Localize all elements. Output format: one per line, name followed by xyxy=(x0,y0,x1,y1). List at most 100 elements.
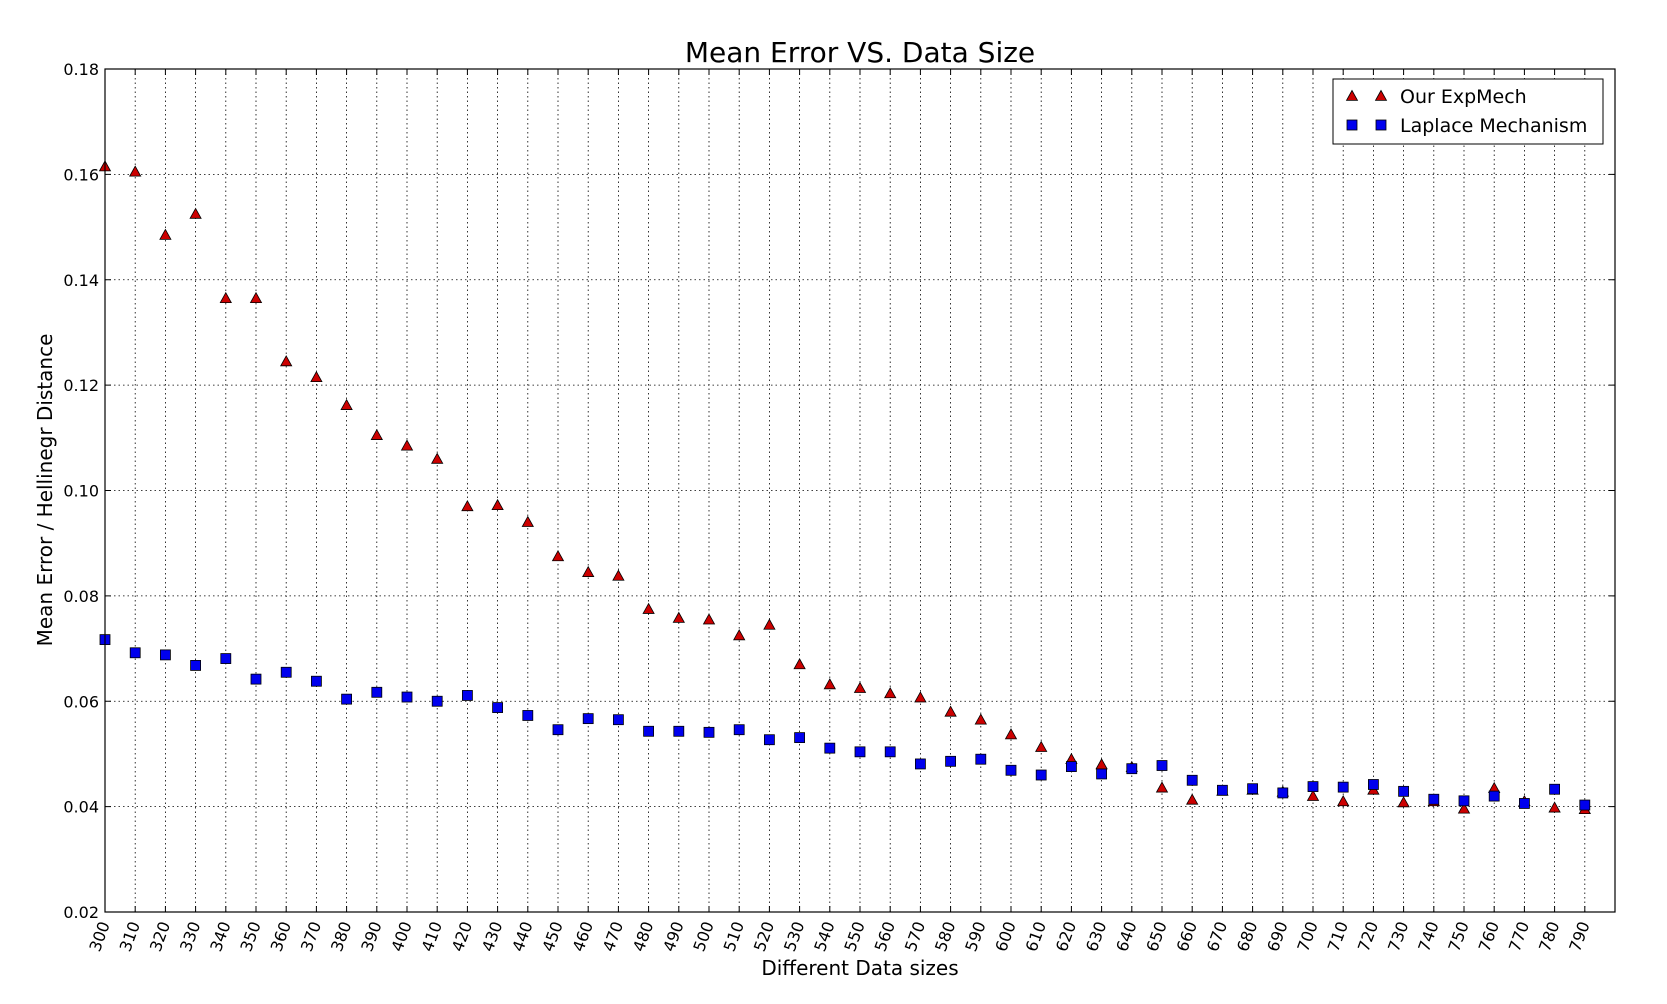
square-data-point xyxy=(945,755,956,767)
x-tick-label: 600 xyxy=(991,919,1019,954)
square-data-point xyxy=(582,713,594,725)
y-tick-label: 0.12 xyxy=(63,376,99,395)
series-laplace-mechanism xyxy=(99,634,1591,811)
triangle-data-point xyxy=(944,705,957,717)
square-data-point xyxy=(1186,774,1198,786)
square-data-point xyxy=(129,647,141,659)
legend-marker xyxy=(1346,119,1358,131)
triangle-data-point xyxy=(1155,781,1169,793)
x-tick-label: 740 xyxy=(1414,919,1442,954)
x-tick-label: 480 xyxy=(629,919,657,954)
square-data-point xyxy=(552,724,564,736)
triangle-data-point xyxy=(1095,758,1108,770)
x-tick-label: 400 xyxy=(387,919,415,954)
x-tick-label: 660 xyxy=(1173,919,1201,954)
chart-title: Mean Error VS. Data Size xyxy=(685,36,1035,69)
triangle-data-point xyxy=(400,439,414,451)
x-tick-label: 770 xyxy=(1505,919,1533,954)
x-tick-label: 430 xyxy=(478,919,506,954)
triangle-data-point xyxy=(733,629,746,641)
square-data-point xyxy=(854,746,866,758)
x-tick-label: 610 xyxy=(1022,919,1050,954)
triangle-data-point xyxy=(1306,789,1320,801)
square-data-point xyxy=(431,695,443,707)
x-tick-label: 620 xyxy=(1052,919,1080,954)
x-tick-label: 370 xyxy=(297,919,325,954)
triangle-data-point xyxy=(249,291,263,303)
x-tick-label: 330 xyxy=(176,919,204,954)
square-data-point xyxy=(733,724,745,736)
x-axis-label: Different Data sizes xyxy=(761,956,958,980)
x-tick-label: 520 xyxy=(750,919,778,954)
square-data-point xyxy=(764,734,775,746)
triangle-data-point xyxy=(612,569,625,581)
triangle-data-point xyxy=(219,291,232,303)
square-data-point xyxy=(492,702,504,713)
x-tick-label: 380 xyxy=(327,919,355,954)
legend-marker xyxy=(1375,119,1387,131)
triangle-data-point xyxy=(491,498,504,511)
square-data-point xyxy=(341,693,353,705)
square-data-point xyxy=(220,653,232,664)
x-tick-label: 750 xyxy=(1444,919,1472,954)
square-data-point xyxy=(703,726,715,738)
x-tick-label: 580 xyxy=(931,919,959,954)
square-data-point xyxy=(975,753,987,765)
square-data-point xyxy=(1277,787,1289,799)
x-tick-label: 690 xyxy=(1263,919,1291,954)
legend-label: Our ExpMech xyxy=(1400,86,1527,108)
x-tick-label: 320 xyxy=(146,919,174,954)
triangle-data-point xyxy=(672,611,685,623)
y-tick-label: 0.08 xyxy=(63,587,99,606)
square-data-point xyxy=(1247,783,1258,795)
x-tick-label: 500 xyxy=(689,919,717,954)
x-tick-label: 630 xyxy=(1082,919,1110,954)
x-tick-label: 640 xyxy=(1112,919,1140,954)
x-tick-label: 760 xyxy=(1475,919,1503,954)
y-axis-label: Mean Error / Hellinegr Distance xyxy=(33,334,57,647)
square-data-point xyxy=(1398,785,1409,797)
triangle-data-point xyxy=(823,678,836,690)
square-data-point xyxy=(1066,761,1077,772)
triangle-data-point xyxy=(763,618,776,630)
x-tick-label: 560 xyxy=(871,919,899,954)
square-data-point xyxy=(1217,784,1228,796)
triangle-data-point xyxy=(129,165,142,177)
triangle-data-point xyxy=(914,691,927,703)
x-tick-label: 420 xyxy=(448,919,476,954)
square-data-point xyxy=(643,725,654,737)
grid xyxy=(104,68,1615,913)
legend-box xyxy=(1332,78,1604,145)
y-tick-label: 0.04 xyxy=(63,798,99,817)
x-tick-label: 650 xyxy=(1142,919,1170,954)
square-data-point xyxy=(310,675,322,687)
square-data-point xyxy=(1488,790,1500,802)
square-data-point xyxy=(1156,760,1168,771)
data-series xyxy=(98,160,1591,815)
triangle-data-point xyxy=(582,565,595,577)
triangle-data-point xyxy=(1548,801,1561,813)
triangle-data-point xyxy=(1186,793,1199,805)
x-tick-label: 590 xyxy=(961,919,989,954)
triangle-data-point xyxy=(340,398,353,410)
triangle-data-point xyxy=(370,428,383,440)
x-tick-label: 440 xyxy=(508,919,536,954)
legend-marker xyxy=(1374,89,1388,101)
y-tick-label: 0.06 xyxy=(63,692,99,711)
square-data-point xyxy=(1307,781,1319,793)
triangle-data-point xyxy=(159,228,172,240)
triangle-data-point xyxy=(793,658,806,670)
square-data-point xyxy=(190,660,202,671)
square-data-point xyxy=(401,691,413,703)
x-tick-label: 670 xyxy=(1203,919,1231,954)
square-data-point xyxy=(1126,763,1138,775)
triangle-data-point xyxy=(1337,795,1350,807)
x-tick-label: 450 xyxy=(538,919,566,954)
x-tick-label: 350 xyxy=(236,919,264,954)
x-tick-label: 460 xyxy=(569,919,597,954)
square-data-point xyxy=(884,746,896,758)
square-data-point xyxy=(159,649,171,661)
x-tick-label: 410 xyxy=(418,919,446,954)
